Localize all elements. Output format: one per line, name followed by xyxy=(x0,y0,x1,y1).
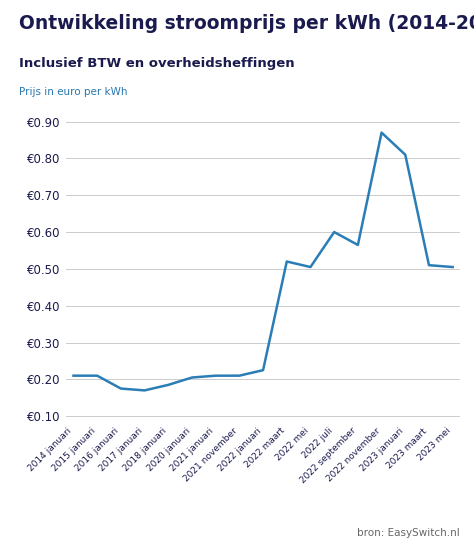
Text: Prijs in euro per kWh: Prijs in euro per kWh xyxy=(19,87,128,97)
Text: bron: EasySwitch.nl: bron: EasySwitch.nl xyxy=(357,528,460,538)
Text: Ontwikkeling stroomprijs per kWh (2014-2023): Ontwikkeling stroomprijs per kWh (2014-2… xyxy=(19,14,474,33)
Text: Inclusief BTW en overheidsheffingen: Inclusief BTW en overheidsheffingen xyxy=(19,57,294,70)
